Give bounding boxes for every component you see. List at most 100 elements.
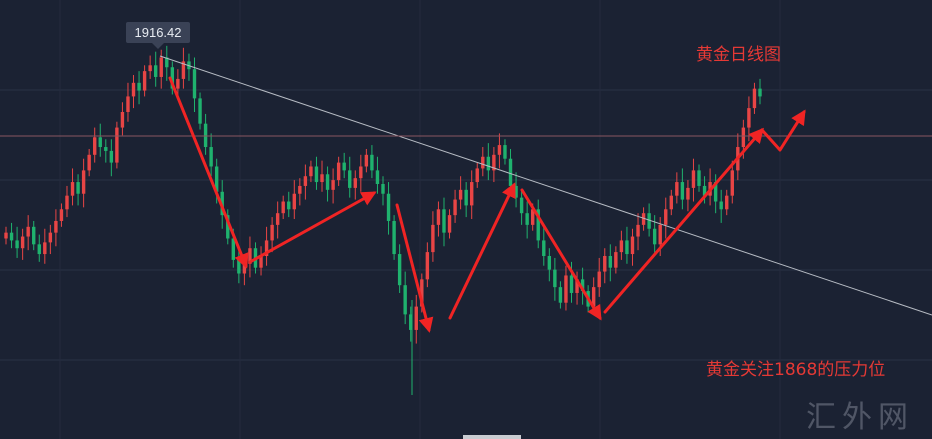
candle-body [464, 189, 468, 206]
arrow-down-3 [520, 188, 602, 321]
candle-body [636, 224, 640, 237]
candle-body [497, 145, 502, 155]
candle-body [525, 213, 529, 225]
candle-body [547, 256, 552, 270]
candle-body [104, 147, 108, 151]
candle-body [109, 150, 114, 163]
candle-body [348, 170, 352, 188]
candle-body [54, 220, 58, 233]
candle-body [20, 236, 25, 249]
candle-body [725, 195, 729, 210]
candle-body [458, 189, 463, 200]
arrow-up-2 [448, 182, 516, 320]
candle-body [713, 182, 718, 202]
candle-body [192, 69, 197, 99]
candle-body [414, 306, 418, 330]
candle-body [159, 57, 163, 77]
candle-body [203, 123, 208, 148]
candle-body [226, 215, 230, 239]
candle-body [65, 195, 69, 210]
candle-body [752, 88, 757, 109]
candle-body [81, 170, 86, 194]
candle-body [76, 182, 80, 194]
candle-body [658, 224, 662, 245]
candle-body [303, 176, 308, 186]
candle-body [59, 209, 64, 221]
candle-body [597, 271, 601, 288]
candle-body [569, 275, 574, 293]
candle-body [453, 199, 457, 216]
candle-body [309, 166, 313, 177]
candle-body [580, 279, 585, 292]
candle-body [15, 240, 19, 249]
candle-body [575, 279, 579, 293]
candle-body [542, 240, 546, 256]
candle-body [98, 137, 102, 148]
candle-body [386, 193, 391, 221]
resistance-note: 黄金关注1868的压力位 [706, 360, 886, 380]
candle-body [503, 145, 507, 159]
arrow-zigzag [760, 109, 806, 152]
candle-body [630, 236, 635, 255]
candle-body [214, 166, 219, 192]
candle-body [248, 248, 252, 264]
candle-body [275, 213, 280, 225]
scroll-handle[interactable] [463, 435, 521, 439]
candle-body [142, 71, 147, 91]
candle-body [87, 154, 91, 171]
candle-body [652, 228, 657, 245]
peak-price-label: 1916.42 [126, 22, 190, 49]
candle-body [492, 154, 496, 171]
candle-body [702, 185, 707, 196]
candle-body [664, 209, 668, 225]
candle-body [37, 244, 41, 255]
candle-body [259, 256, 263, 268]
candle-body [442, 209, 446, 233]
candle-body [625, 240, 629, 255]
candle-body [170, 67, 175, 89]
candle-body [603, 256, 607, 272]
candle-body [758, 88, 762, 97]
trend-line [159, 55, 932, 316]
candle-body [93, 137, 97, 155]
candle-body [126, 96, 130, 112]
candle-body [475, 168, 479, 183]
candle-body [137, 82, 141, 91]
candle-body [436, 209, 441, 225]
candle-body [675, 182, 679, 196]
candle-body [43, 242, 47, 255]
candle-body [470, 182, 474, 206]
candle-body [181, 61, 186, 79]
candle-body [447, 215, 452, 233]
candle-body [298, 185, 302, 194]
arrow-up-3 [603, 127, 764, 314]
candle-body [697, 170, 701, 186]
candle-body [26, 226, 30, 237]
candle-body [519, 197, 524, 214]
arrow-down-1 [168, 76, 249, 269]
candle-body [281, 201, 285, 214]
candle-body [481, 156, 485, 169]
candle-body [292, 193, 296, 210]
candle-body [409, 314, 413, 330]
candle-body [32, 226, 36, 245]
candle-body [364, 154, 369, 167]
candle-body [647, 213, 651, 229]
candle-body [608, 256, 613, 268]
candle-body [530, 209, 535, 225]
candle-body [641, 213, 646, 225]
candle-body [747, 108, 751, 128]
chart-title: 黄金日线图 [696, 45, 781, 65]
candle-body [70, 182, 75, 196]
candle-body [375, 170, 380, 184]
candle-body [370, 154, 374, 171]
candle-body [514, 185, 518, 198]
candle-body [287, 201, 291, 210]
candle-body [231, 238, 236, 260]
candle-body [741, 127, 746, 148]
candle-body [320, 174, 324, 183]
candle-body [730, 170, 734, 196]
candle-body [558, 287, 563, 303]
